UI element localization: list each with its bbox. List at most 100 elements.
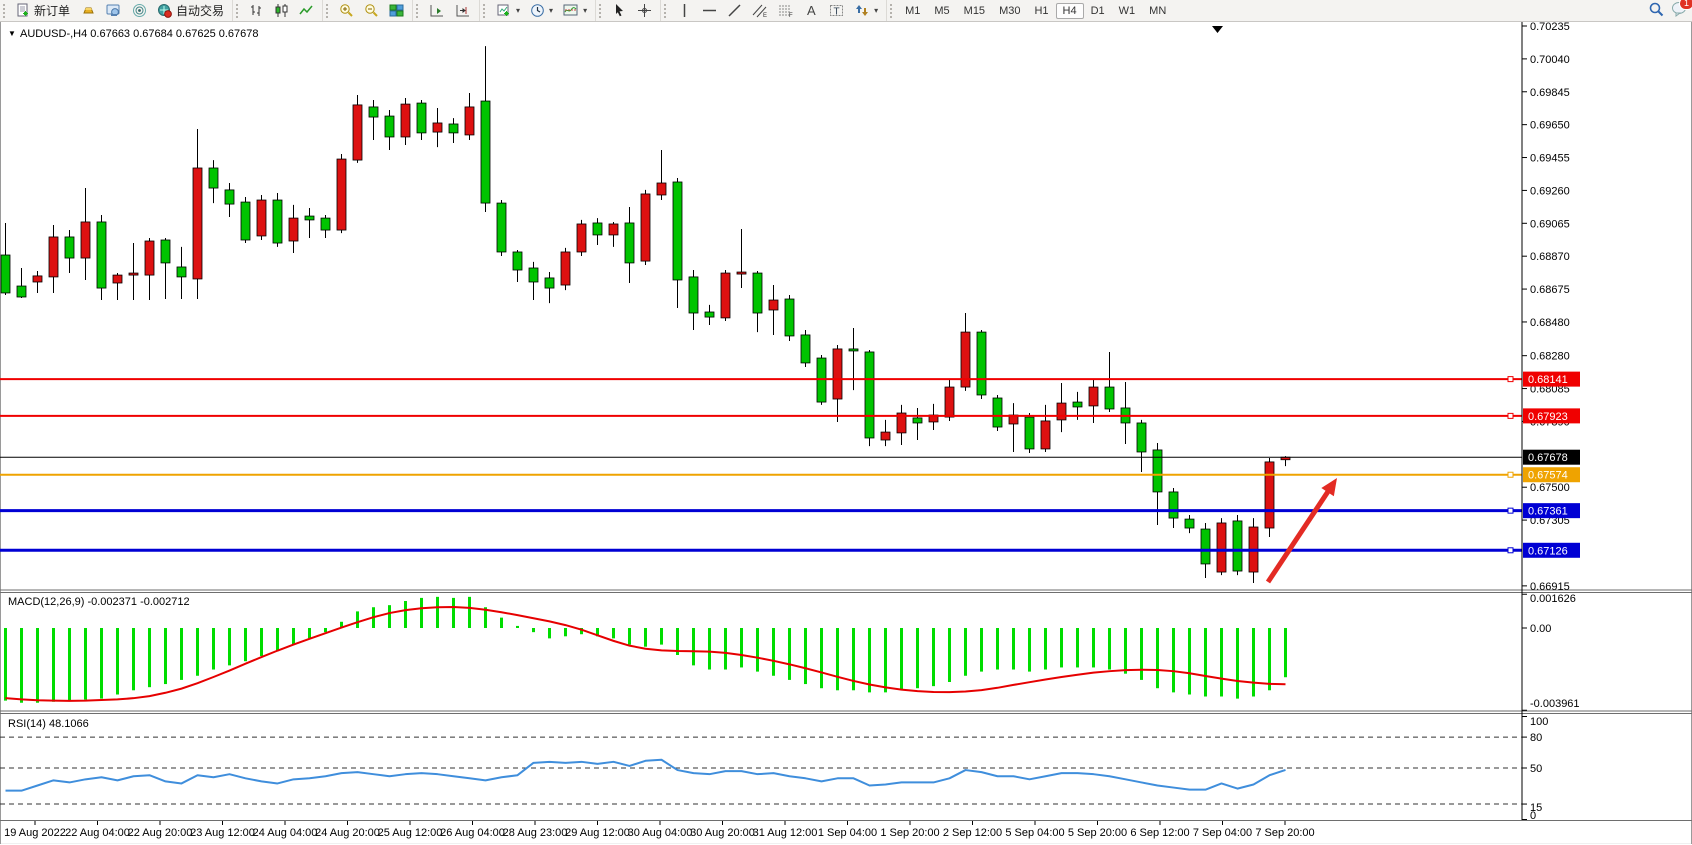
timeframe-H1[interactable]: H1 <box>1034 4 1049 17</box>
level-drag-handle[interactable] <box>1507 507 1514 514</box>
trend-arrow-annotation[interactable] <box>1265 478 1337 584</box>
level-drag-handle[interactable] <box>1507 471 1514 478</box>
macd-label: MACD(12,26,9) -0.002371 -0.002712 <box>8 596 190 608</box>
symbol-dropdown-icon[interactable]: ▼ <box>8 29 16 38</box>
zoom-out-button[interactable] <box>360 1 383 20</box>
timeframe-M1[interactable]: M1 <box>905 4 921 17</box>
indicators-button[interactable]: ▾ <box>559 1 591 20</box>
autotrading-button-label: 自动交易 <box>176 4 225 18</box>
tile-windows-button[interactable] <box>385 1 408 20</box>
level-line-0.67361[interactable] <box>0 507 1522 514</box>
level-drag-handle[interactable] <box>1507 376 1514 383</box>
toolbar-grip[interactable] <box>890 3 896 18</box>
svg-text:0.67678: 0.67678 <box>1528 452 1568 464</box>
toolbar-group: M1 M5 M15 M30 H1 H4 D1 W1 MN <box>886 0 1176 21</box>
level-line-0.68141[interactable] <box>0 376 1522 383</box>
timeframe-M15[interactable]: M15 <box>963 4 986 17</box>
main-toolbar: 新订单 自动交易 ▾ ▾ ▾ E F A T ▾ M1 M5 M15 M30 H1 H4 D1 W1 MN 1 <box>0 0 1692 22</box>
toolbar-grip[interactable] <box>326 3 332 18</box>
zoom-in-button[interactable] <box>335 1 358 20</box>
bar-chart-button[interactable] <box>245 1 268 20</box>
new-order-button[interactable]: 新订单 <box>12 0 74 21</box>
candle <box>160 237 171 300</box>
candle <box>384 109 395 150</box>
timeframe-H4[interactable]: H4 <box>1055 2 1084 19</box>
level-drag-handle[interactable] <box>1507 547 1514 554</box>
candle <box>336 153 347 234</box>
level-line-0.67574[interactable] <box>0 471 1522 478</box>
candle <box>464 92 475 140</box>
candle <box>560 247 571 291</box>
price-badge-0.67574: 0.67574 <box>1523 467 1580 483</box>
price-tick-label: 0.70235 <box>1530 21 1570 33</box>
candle <box>544 272 555 304</box>
line-chart-button[interactable] <box>295 1 318 20</box>
time-tick-label: 30 Aug 04:00 <box>628 827 693 839</box>
chart-canvas[interactable]: 0.70235 0.70040 0.69845 0.69650 0.69455 0.692… <box>0 21 1692 845</box>
broadcast-button[interactable] <box>128 1 151 20</box>
chart-shift-button[interactable] <box>451 1 475 20</box>
trendline-button[interactable] <box>723 1 746 20</box>
toolbar-grip[interactable] <box>664 3 670 18</box>
level-line-0.67923[interactable] <box>0 412 1522 419</box>
chat-icon[interactable]: 1 <box>1671 0 1692 20</box>
timeframe-M30[interactable]: M30 <box>999 4 1021 17</box>
dropdown-caret-icon[interactable]: ▾ <box>516 6 521 15</box>
toolbar-grip[interactable] <box>3 3 9 18</box>
timeframe-D1[interactable]: D1 <box>1090 4 1105 17</box>
candle <box>208 160 219 204</box>
panel-separators[interactable] <box>0 589 1692 821</box>
toolbar-grip[interactable] <box>236 3 242 18</box>
timeframe-MN[interactable]: MN <box>1149 4 1167 17</box>
toolbar-grip[interactable] <box>483 3 489 18</box>
channel-button[interactable]: E <box>748 1 772 20</box>
candle <box>752 271 763 333</box>
price-tick-label: 0.69065 <box>1530 218 1570 230</box>
candlestick-chart-button[interactable] <box>270 1 293 20</box>
gold-button[interactable] <box>76 1 100 20</box>
candle <box>992 394 1003 432</box>
toolbar-grip[interactable] <box>599 3 605 18</box>
time-tick-label: 19 Aug 2022 <box>4 827 66 839</box>
rsi-axis-label: 50 <box>1530 763 1542 775</box>
toolbar-grip[interactable] <box>416 3 422 18</box>
price-badge-0.68141: 0.68141 <box>1523 371 1580 387</box>
auto-scroll-button[interactable] <box>425 1 449 20</box>
crosshair-icon <box>637 3 652 18</box>
time-tick-label: 7 Sep 04:00 <box>1193 827 1252 839</box>
cursor-button[interactable] <box>608 1 631 20</box>
price-level-lines[interactable] <box>0 376 1522 554</box>
candle <box>1104 351 1115 413</box>
timeframe-W1[interactable]: W1 <box>1118 4 1136 17</box>
dropdown-caret-icon[interactable]: ▾ <box>874 6 879 15</box>
time-tick-label: 22 Aug 20:00 <box>128 827 193 839</box>
dropdown-caret-icon[interactable]: ▾ <box>549 6 554 15</box>
time-tick-label: 28 Aug 23:00 <box>503 827 568 839</box>
level-line-0.67126[interactable] <box>0 547 1522 554</box>
candle <box>832 345 843 422</box>
horizontal-line-button[interactable] <box>698 1 721 20</box>
fibonacci-button[interactable]: F <box>774 1 798 20</box>
svg-text:T: T <box>834 7 840 18</box>
text-label-button[interactable]: T <box>825 1 848 20</box>
line-chart-icon <box>299 3 314 18</box>
vertical-line-button[interactable] <box>673 1 696 20</box>
autotrading-button[interactable]: 自动交易 <box>153 0 228 21</box>
shapes-button[interactable]: ▾ <box>850 1 882 20</box>
level-drag-handle[interactable] <box>1507 412 1514 419</box>
periods-menu-button[interactable]: ▾ <box>526 1 557 20</box>
text-button[interactable]: A <box>800 1 823 20</box>
chart-shift-marker[interactable] <box>1212 26 1223 33</box>
toolbar-group: ▾ ▾ ▾ <box>479 0 595 21</box>
search-icon[interactable] <box>1648 1 1665 21</box>
candle <box>1056 382 1067 433</box>
dropdown-caret-icon[interactable]: ▾ <box>583 6 588 15</box>
symbol-ohlc-label: AUDUSD-,H4 0.67663 0.67684 0.67625 0.676… <box>20 28 259 40</box>
crosshair-button[interactable] <box>633 1 656 20</box>
timeframe-M5[interactable]: M5 <box>934 4 950 17</box>
new-chart-button[interactable]: ▾ <box>492 1 524 20</box>
charts-profile-button[interactable] <box>102 1 126 20</box>
chart-window[interactable]: 0.70235 0.70040 0.69845 0.69650 0.69455 0.692… <box>0 21 1692 845</box>
bar-chart-icon <box>249 3 264 18</box>
candle <box>448 118 459 144</box>
